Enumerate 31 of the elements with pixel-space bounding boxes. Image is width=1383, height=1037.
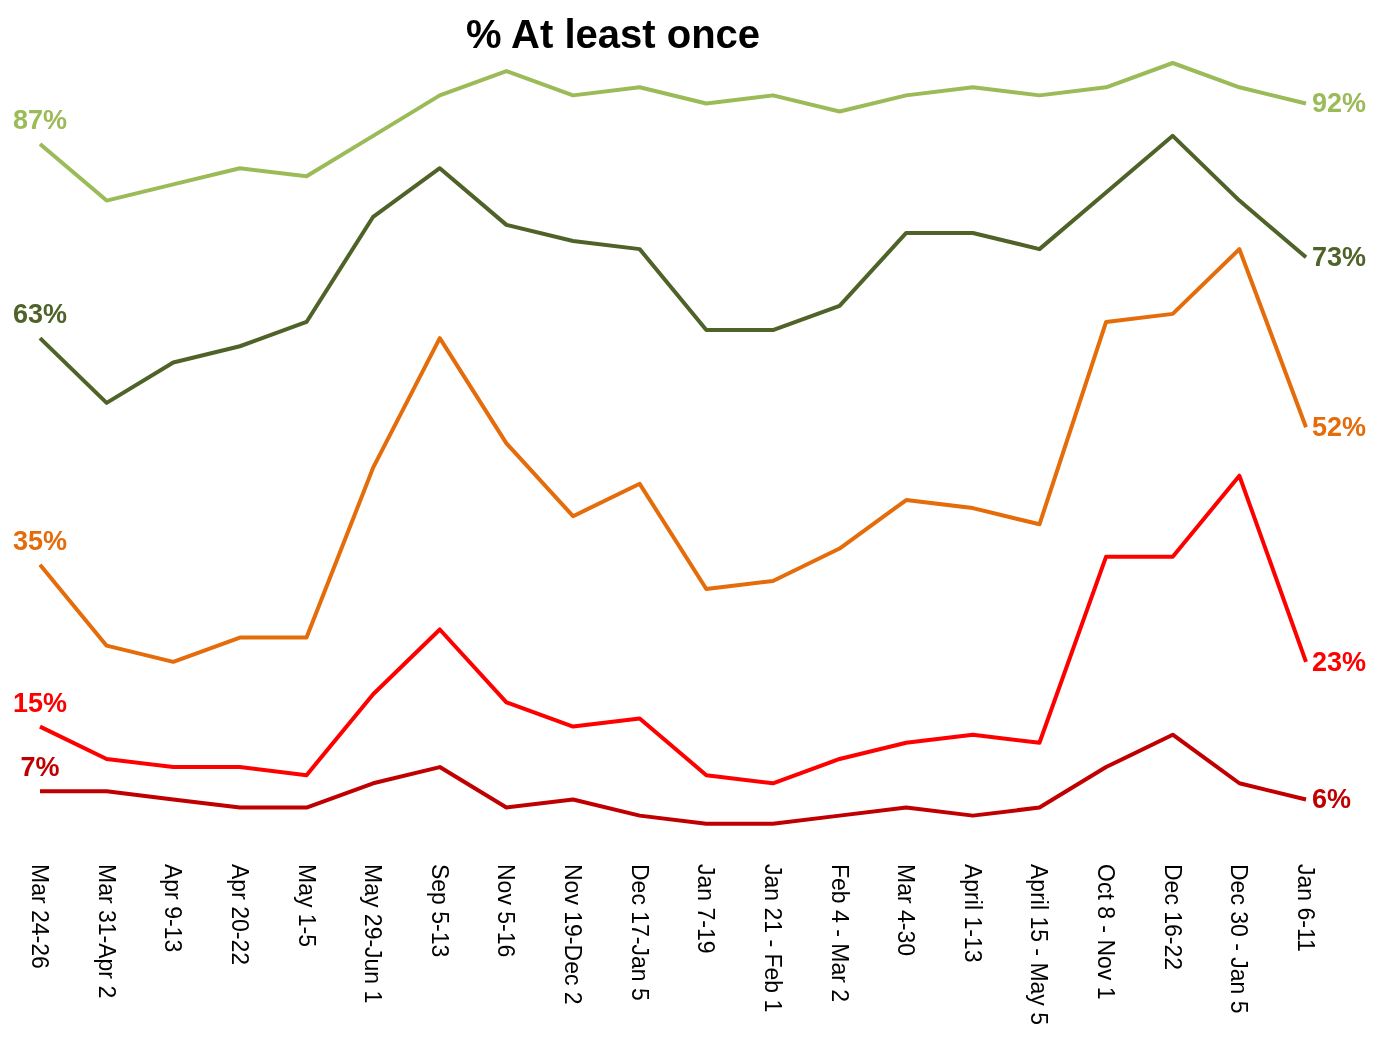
data-label: 52%	[1312, 412, 1367, 443]
data-label: 15%	[12, 687, 68, 718]
x-tick-label: Mar 4-30	[893, 864, 920, 957]
x-tick-label: May 1-5	[293, 864, 320, 948]
x-tick-label: Feb 4 - Mar 2	[826, 864, 853, 1003]
x-tick-label: Nov 5-16	[493, 864, 520, 958]
data-label: 87%	[12, 104, 68, 135]
chart-title: % At least once	[464, 12, 762, 57]
data-label: 7%	[20, 752, 60, 783]
x-tick-label: April 15 - May 5	[1026, 864, 1053, 1026]
x-tick-label: May 29-Jun 1	[360, 864, 387, 1004]
x-tick-label: Jan 21 - Feb 1	[759, 864, 786, 1013]
x-tick-label: Nov 19-Dec 2	[560, 864, 587, 1005]
x-tick-label: Apr 20-22	[226, 864, 253, 966]
x-tick-label: Dec 17-Jan 5	[626, 864, 653, 1001]
x-tick-label: Oct 8 - Nov 1	[1093, 864, 1120, 1000]
x-tick-label: Jan 7-19	[693, 864, 720, 954]
data-label: 92%	[1312, 88, 1367, 119]
x-tick-label: Jan 6-11	[1293, 864, 1319, 952]
data-label: 6%	[1312, 784, 1352, 815]
data-label: 63%	[12, 299, 68, 330]
x-tick-label: Sep 5-13	[426, 864, 453, 958]
x-tick-label: Apr 9-13	[160, 864, 187, 953]
x-tick-label: Mar 31-Apr 2	[93, 864, 120, 999]
x-tick-label: April 1-13	[959, 864, 986, 963]
x-tick-label: Dec 30 - Jan 5	[1226, 864, 1253, 1014]
data-label: 73%	[1312, 242, 1367, 273]
x-tick-label: Mar 24-26	[27, 864, 53, 969]
data-label: 35%	[12, 525, 68, 556]
x-tick-label: Dec 16-22	[1159, 864, 1186, 971]
data-label: 23%	[1312, 646, 1367, 677]
